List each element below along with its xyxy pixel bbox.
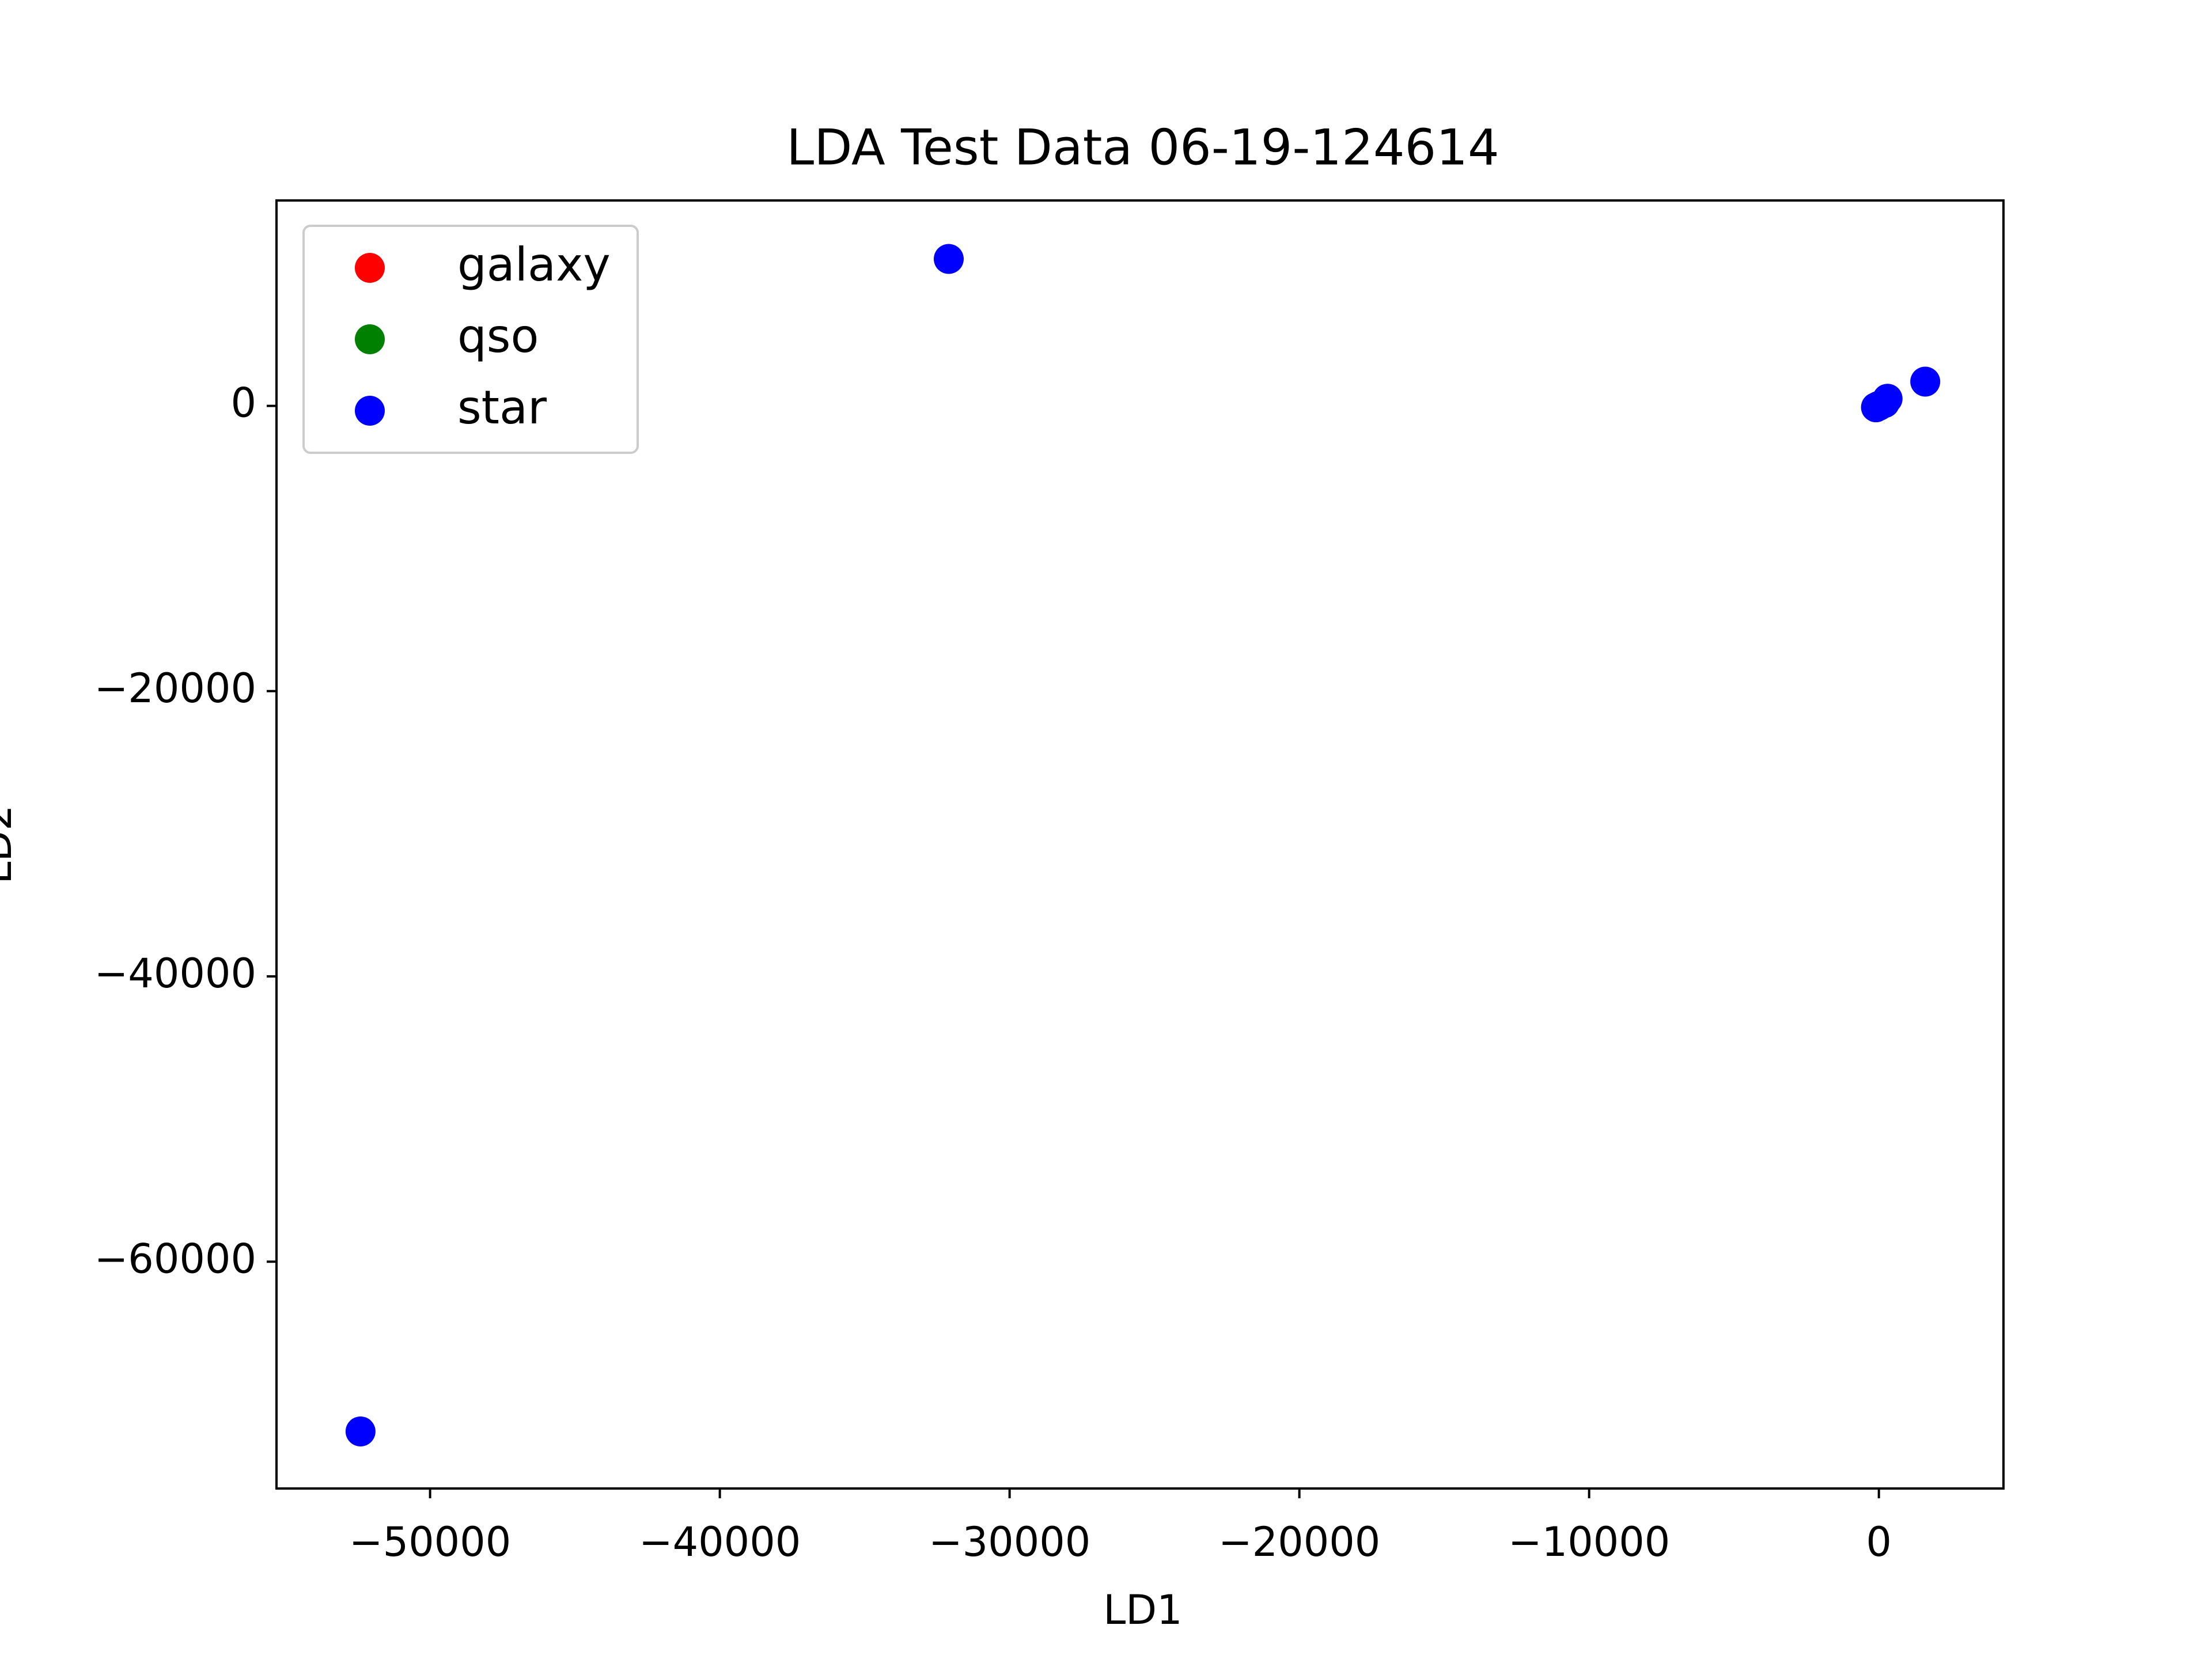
y-tick-label: −20000 [94,665,256,712]
data-point-star [345,1416,376,1446]
y-axis: 0 −20000 −40000 −60000 [94,380,276,1282]
legend: galaxy qso star [302,225,639,454]
x-tick-label: −30000 [929,1518,1090,1566]
y-tick-label: −40000 [94,950,256,997]
x-tick-label: −20000 [1218,1518,1380,1566]
y-tick-label: 0 [230,380,256,427]
legend-label-qso: qso [457,309,539,363]
y-tick-label: −60000 [94,1235,256,1282]
x-axis-label: LD1 [1103,1586,1182,1634]
plot-content [345,244,1941,1446]
x-tick-label: −50000 [349,1518,511,1566]
data-point-star [1910,366,1941,397]
x-axis: −50000 −40000 −30000 −20000 −10000 0 [349,1488,1892,1566]
chart-title: LDA Test Data 06-19-124614 [786,119,1499,176]
legend-frame [302,225,639,454]
legend-marker-qso [355,324,385,354]
y-axis-label: LD2 [0,805,21,884]
data-point-star [1861,392,1891,423]
x-tick-label: −40000 [639,1518,801,1566]
legend-marker-star [355,396,385,426]
data-point-star [934,244,964,274]
plot-frame [275,199,2005,1490]
legend-label-galaxy: galaxy [457,238,611,291]
legend-marker-galaxy [355,253,385,283]
legend-label-star: star [457,381,547,434]
x-tick-label: −10000 [1508,1518,1670,1566]
x-tick-label: 0 [1866,1518,1892,1566]
